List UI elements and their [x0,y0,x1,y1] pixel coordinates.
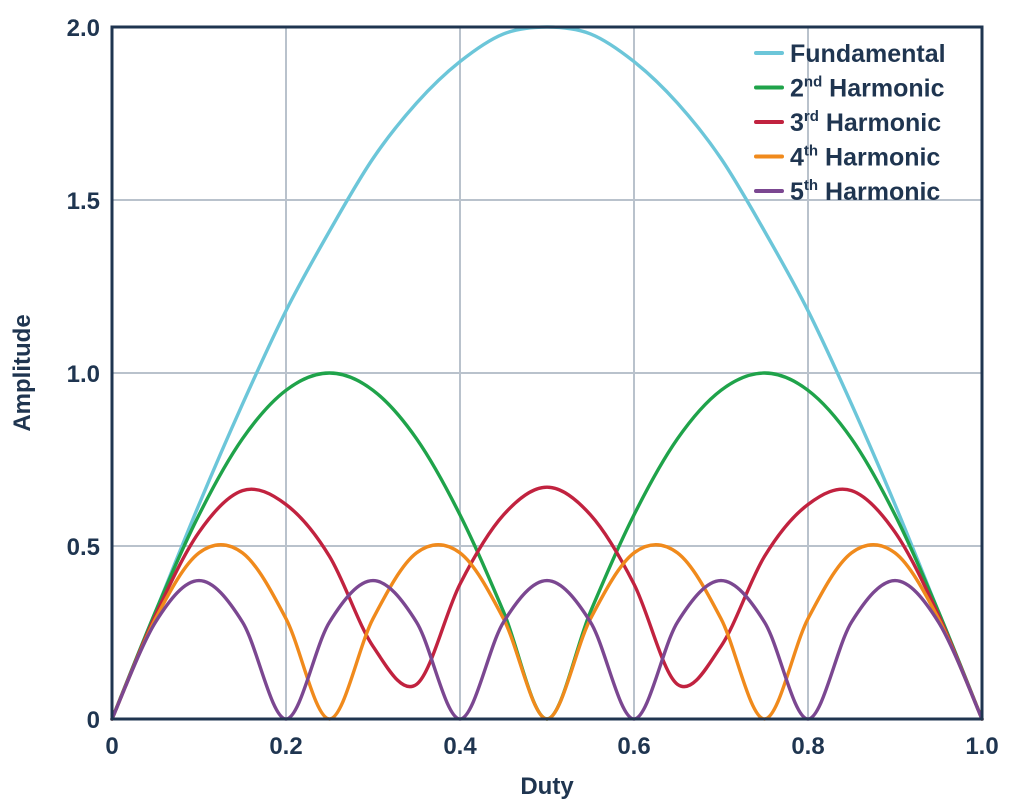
x-tick-label-2: 0.4 [443,733,477,760]
legend-label-3: 4th Harmonic [790,143,940,172]
y-tick-label-3: 1.5 [67,188,100,215]
legend-label-name-2: Harmonic [819,109,941,137]
legend-label-1: 2nd Harmonic [790,74,945,103]
legend-label-superscript-4: th [804,177,818,194]
y-tick-label-4: 2.0 [67,15,100,42]
x-tick-label-0: 0 [105,733,118,760]
x-axis-label: Duty [520,773,574,800]
legend-label-name-4: Harmonic [818,178,940,206]
y-tick-label-0: 0 [87,707,100,734]
series-line-2 [110,485,984,721]
series-line-4 [110,578,984,721]
x-tick-label-5: 1.0 [965,733,998,760]
legend-label-0: Fundamental [790,40,946,68]
legend-label-prefix-4: 5 [790,178,804,206]
x-tick-label-4: 0.8 [791,733,824,760]
legend-label-prefix-1: 2 [790,75,804,103]
x-tick-labels: 0 0.2 0.4 0.6 0.8 1.0 [105,733,998,760]
legend-label-2: 3rd Harmonic [790,108,941,137]
legend-label-prefix-2: 3 [790,109,804,137]
legend-label-superscript-3: th [804,143,818,160]
y-tick-label-2: 1.0 [67,361,100,388]
y-tick-labels: 0 0.5 1.0 1.5 2.0 [67,15,100,734]
legend-label-superscript-2: rd [804,108,819,125]
legend-label-name-0: Fundamental [790,40,946,68]
y-axis-label: Amplitude [9,314,36,431]
y-tick-label-1: 0.5 [67,534,100,561]
legend-label-name-3: Harmonic [818,144,940,172]
x-tick-label-3: 0.6 [617,733,650,760]
legend-label-4: 5th Harmonic [790,177,940,206]
legend-label-name-1: Harmonic [822,75,944,103]
legend-label-superscript-1: nd [804,74,822,91]
plot-frame [110,25,984,721]
legend-label-prefix-3: 4 [790,144,804,172]
series-line-3 [110,543,984,721]
x-tick-label-1: 0.2 [269,733,302,760]
